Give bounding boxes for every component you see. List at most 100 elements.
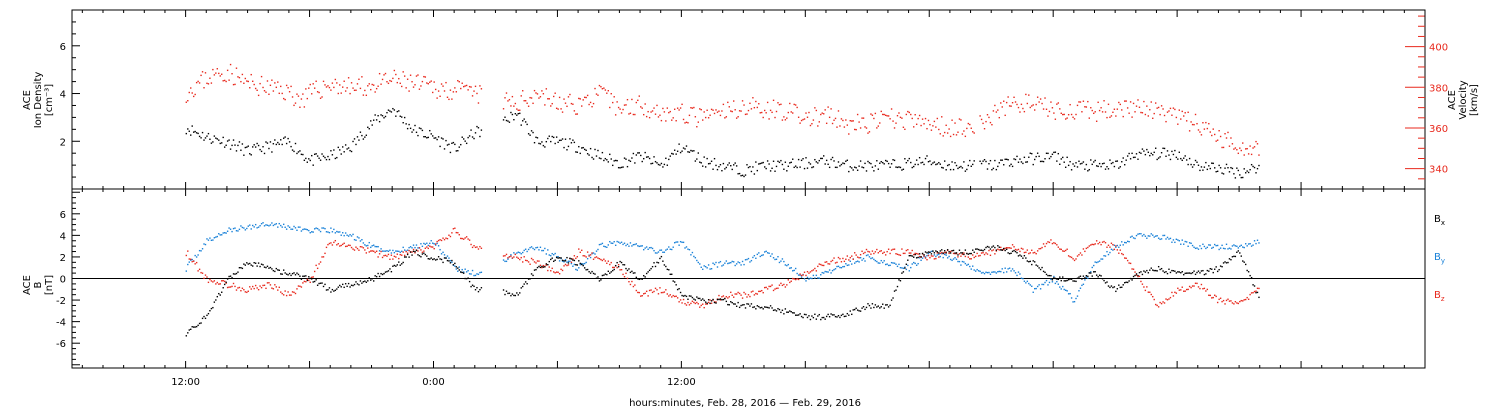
- data-point: [1078, 254, 1080, 256]
- data-point: [433, 81, 435, 83]
- data-point: [1087, 277, 1089, 279]
- data-point: [665, 120, 667, 122]
- data-point: [672, 246, 674, 248]
- data-point: [1106, 246, 1108, 248]
- data-point: [678, 143, 680, 145]
- data-point: [1115, 245, 1117, 247]
- data-point: [1208, 244, 1210, 246]
- data-point: [271, 151, 273, 153]
- data-point: [763, 109, 766, 112]
- data-point: [324, 227, 326, 230]
- data-point: [293, 225, 295, 228]
- data-point: [735, 305, 738, 307]
- data-point: [811, 270, 813, 272]
- data-point: [755, 257, 757, 260]
- data-point: [892, 262, 894, 264]
- data-point: [1187, 245, 1189, 247]
- data-point: [1206, 168, 1209, 171]
- data-point: [550, 270, 552, 272]
- data-point: [392, 265, 394, 267]
- data-point: [833, 257, 835, 259]
- data-point: [1180, 289, 1182, 291]
- data-point: [1000, 270, 1002, 273]
- data-point: [808, 315, 810, 317]
- data-point: [1029, 152, 1031, 154]
- data-point: [252, 285, 254, 288]
- data-point: [1013, 246, 1015, 248]
- data-point: [340, 153, 342, 155]
- data-point: [669, 155, 671, 157]
- data-point: [1118, 284, 1120, 286]
- data-point: [682, 118, 685, 121]
- data-point: [362, 94, 365, 96]
- data-point: [859, 127, 862, 129]
- data-point: [588, 255, 590, 257]
- data-point: [1000, 159, 1002, 161]
- data-point: [185, 254, 188, 257]
- data-point: [595, 277, 598, 279]
- data-point: [299, 150, 301, 152]
- data-point: [697, 297, 699, 300]
- data-point: [1216, 301, 1219, 304]
- data-point: [789, 310, 791, 312]
- data-point: [232, 273, 235, 275]
- data-point: [1017, 161, 1020, 163]
- data-point: [691, 300, 694, 302]
- data-point: [554, 142, 556, 145]
- data-point: [235, 150, 238, 152]
- data-point: [473, 245, 475, 247]
- data-point: [960, 255, 962, 257]
- data-point: [1079, 275, 1082, 277]
- data-point: [342, 243, 344, 246]
- data-point: [526, 250, 528, 253]
- data-point: [614, 114, 617, 116]
- data-point: [1140, 111, 1142, 114]
- data-point: [647, 110, 649, 113]
- data-point: [761, 254, 763, 257]
- data-point: [1004, 247, 1006, 249]
- data-point: [648, 289, 651, 292]
- data-point: [713, 157, 716, 160]
- data-point: [943, 131, 946, 134]
- data-point: [1202, 122, 1204, 124]
- data-point: [765, 306, 767, 308]
- data-point: [834, 166, 837, 169]
- data-point: [336, 230, 338, 233]
- data-point: [1202, 243, 1204, 245]
- data-point: [579, 263, 581, 266]
- data-point: [979, 270, 981, 273]
- data-point: [805, 313, 807, 316]
- data-point: [1112, 111, 1114, 113]
- data-point: [1144, 113, 1147, 116]
- data-point: [910, 161, 912, 164]
- data-point: [1103, 100, 1105, 102]
- data-point: [960, 119, 962, 121]
- data-point: [945, 124, 947, 127]
- legend-item: By: [1434, 252, 1445, 265]
- data-point: [374, 275, 376, 277]
- data-point: [359, 87, 362, 90]
- data-point: [408, 256, 410, 258]
- data-point: [976, 268, 978, 271]
- data-point: [758, 305, 760, 308]
- data-point: [932, 250, 934, 252]
- data-point: [876, 260, 878, 263]
- data-point: [412, 244, 415, 246]
- data-point: [398, 250, 400, 253]
- data-point: [191, 258, 193, 261]
- data-point: [280, 273, 282, 275]
- data-point: [420, 85, 422, 87]
- data-point: [409, 251, 412, 253]
- data-point: [544, 104, 546, 106]
- data-point: [1029, 260, 1031, 263]
- data-point: [778, 161, 781, 164]
- data-point: [879, 262, 881, 264]
- data-point: [254, 87, 257, 90]
- data-point: [789, 162, 791, 164]
- data-point: [882, 261, 884, 264]
- data-point: [862, 306, 865, 308]
- data-point: [973, 132, 975, 134]
- data-point: [831, 122, 834, 125]
- data-point: [380, 114, 382, 116]
- data-point: [536, 266, 539, 269]
